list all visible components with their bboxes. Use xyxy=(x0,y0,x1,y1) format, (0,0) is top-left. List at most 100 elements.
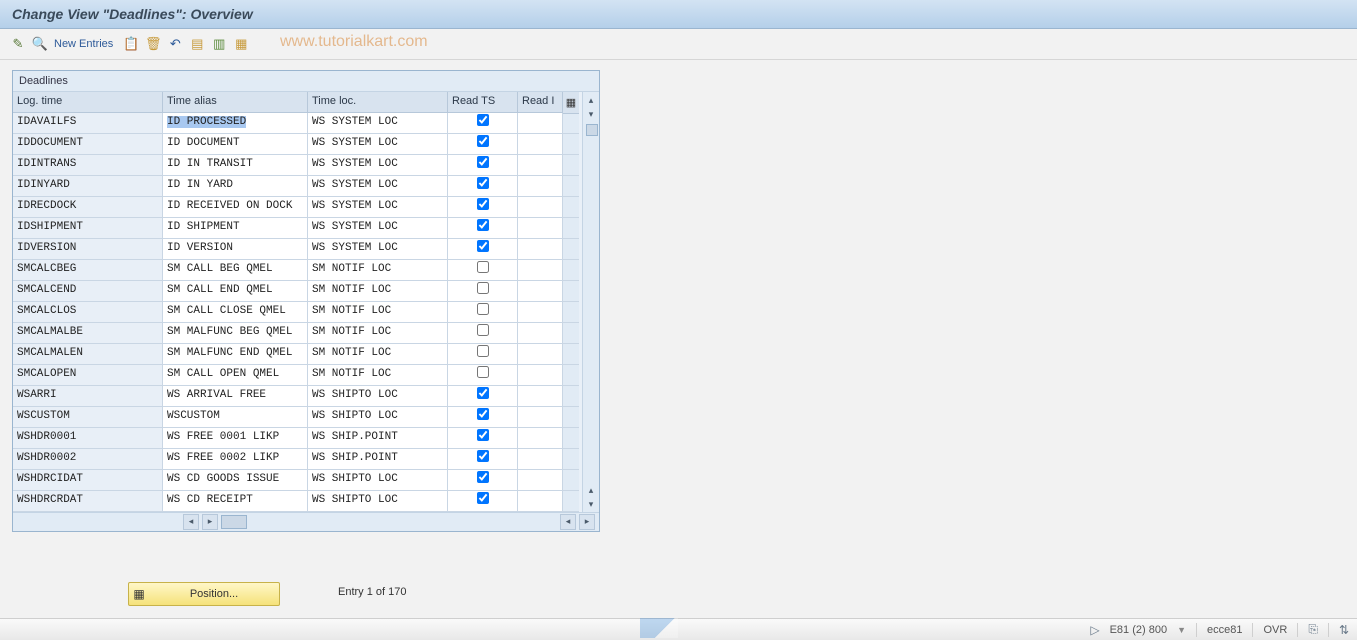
read-i-cell[interactable] xyxy=(518,470,563,491)
hscroll-left2-icon[interactable]: ◂ xyxy=(560,514,576,530)
time-alias-cell[interactable]: SM CALL CLOSE QMEL xyxy=(163,302,308,323)
time-alias-cell[interactable]: ID SHIPMENT xyxy=(163,218,308,239)
table-row[interactable]: IDINYARDID IN YARDWS SYSTEM LOC xyxy=(13,176,582,197)
read-i-cell[interactable] xyxy=(518,197,563,218)
read-i-cell[interactable] xyxy=(518,113,563,134)
table-row[interactable]: WSHDRCIDATWS CD GOODS ISSUEWS SHIPTO LOC xyxy=(13,470,582,491)
time-alias-cell[interactable]: ID VERSION xyxy=(163,239,308,260)
time-alias-cell[interactable]: SM MALFUNC BEG QMEL xyxy=(163,323,308,344)
read-ts-cell[interactable] xyxy=(448,239,518,260)
read-i-cell[interactable] xyxy=(518,302,563,323)
undo-icon[interactable]: ↶ xyxy=(167,36,183,52)
time-loc-cell[interactable]: WS SHIP.POINT xyxy=(308,428,448,449)
read-ts-cell[interactable] xyxy=(448,197,518,218)
copy-icon[interactable]: 📋 xyxy=(123,36,139,52)
scroll-down2-icon[interactable]: ▾ xyxy=(585,498,597,510)
read-ts-checkbox[interactable] xyxy=(477,387,489,399)
time-alias-cell[interactable]: WS CD RECEIPT xyxy=(163,491,308,512)
time-loc-cell[interactable]: WS SHIPTO LOC xyxy=(308,470,448,491)
time-alias-cell[interactable]: SM CALL OPEN QMEL xyxy=(163,365,308,386)
read-ts-checkbox[interactable] xyxy=(477,450,489,462)
read-ts-checkbox[interactable] xyxy=(477,408,489,420)
time-alias-cell[interactable]: WSCUSTOM xyxy=(163,407,308,428)
delete-icon[interactable]: 🗑 xyxy=(145,36,161,52)
time-loc-cell[interactable]: WS SHIP.POINT xyxy=(308,449,448,470)
table-settings-icon[interactable]: ▦ xyxy=(233,36,249,52)
table-row[interactable]: SMCALCENDSM CALL END QMELSM NOTIF LOC xyxy=(13,281,582,302)
time-loc-cell[interactable]: WS SYSTEM LOC xyxy=(308,239,448,260)
time-alias-cell[interactable]: ID PROCESSED xyxy=(163,113,308,134)
read-i-cell[interactable] xyxy=(518,134,563,155)
read-i-cell[interactable] xyxy=(518,365,563,386)
table-row[interactable]: SMCALOPENSM CALL OPEN QMELSM NOTIF LOC xyxy=(13,365,582,386)
read-ts-checkbox[interactable] xyxy=(477,219,489,231)
time-loc-cell[interactable]: SM NOTIF LOC xyxy=(308,260,448,281)
column-config-icon[interactable]: ▦ xyxy=(563,92,579,114)
select-all-icon[interactable]: ▤ xyxy=(189,36,205,52)
read-ts-cell[interactable] xyxy=(448,134,518,155)
display-change-icon[interactable]: ✎ xyxy=(10,36,26,52)
time-loc-cell[interactable]: SM NOTIF LOC xyxy=(308,344,448,365)
time-loc-cell[interactable]: WS SYSTEM LOC xyxy=(308,113,448,134)
read-ts-cell[interactable] xyxy=(448,449,518,470)
column-header[interactable]: Log. time xyxy=(13,92,163,113)
scroll-up2-icon[interactable]: ▴ xyxy=(585,484,597,496)
time-alias-cell[interactable]: ID DOCUMENT xyxy=(163,134,308,155)
time-alias-cell[interactable]: ID IN TRANSIT xyxy=(163,155,308,176)
read-i-cell[interactable] xyxy=(518,344,563,365)
table-row[interactable]: SMCALMALENSM MALFUNC END QMELSM NOTIF LO… xyxy=(13,344,582,365)
column-header[interactable]: Time loc. xyxy=(308,92,448,113)
hscroll-thumb[interactable] xyxy=(221,515,247,529)
time-loc-cell[interactable]: WS SYSTEM LOC xyxy=(308,218,448,239)
read-ts-checkbox[interactable] xyxy=(477,240,489,252)
table-row[interactable]: IDVERSIONID VERSIONWS SYSTEM LOC xyxy=(13,239,582,260)
table-row[interactable]: IDDOCUMENTID DOCUMENTWS SYSTEM LOC xyxy=(13,134,582,155)
column-header[interactable]: Read TS xyxy=(448,92,518,113)
vertical-scrollbar[interactable]: ▴ ▾ ▴ ▾ xyxy=(582,92,599,512)
read-i-cell[interactable] xyxy=(518,428,563,449)
hscroll-left-icon[interactable]: ◂ xyxy=(183,514,199,530)
read-i-cell[interactable] xyxy=(518,260,563,281)
time-alias-cell[interactable]: SM CALL END QMEL xyxy=(163,281,308,302)
table-row[interactable]: IDRECDOCKID RECEIVED ON DOCKWS SYSTEM LO… xyxy=(13,197,582,218)
dropdown-icon[interactable]: ▼ xyxy=(1177,625,1186,635)
column-header[interactable]: Time alias xyxy=(163,92,308,113)
new-entries-button[interactable]: New Entries xyxy=(54,38,113,50)
time-loc-cell[interactable]: SM NOTIF LOC xyxy=(308,323,448,344)
position-button[interactable]: ▦ Position... xyxy=(128,582,280,606)
read-ts-checkbox[interactable] xyxy=(477,135,489,147)
read-ts-cell[interactable] xyxy=(448,491,518,512)
read-ts-checkbox[interactable] xyxy=(477,324,489,336)
read-ts-cell[interactable] xyxy=(448,470,518,491)
read-i-cell[interactable] xyxy=(518,491,563,512)
read-i-cell[interactable] xyxy=(518,239,563,260)
read-ts-checkbox[interactable] xyxy=(477,345,489,357)
time-alias-cell[interactable]: SM CALL BEG QMEL xyxy=(163,260,308,281)
read-i-cell[interactable] xyxy=(518,449,563,470)
scroll-down-icon[interactable]: ▾ xyxy=(585,108,597,120)
read-ts-cell[interactable] xyxy=(448,365,518,386)
table-row[interactable]: WSHDRCRDATWS CD RECEIPTWS SHIPTO LOC xyxy=(13,491,582,512)
table-row[interactable]: SMCALCLOSSM CALL CLOSE QMELSM NOTIF LOC xyxy=(13,302,582,323)
time-alias-cell[interactable]: ID RECEIVED ON DOCK xyxy=(163,197,308,218)
read-i-cell[interactable] xyxy=(518,407,563,428)
read-ts-checkbox[interactable] xyxy=(477,177,489,189)
table-row[interactable]: WSHDR0001WS FREE 0001 LIKPWS SHIP.POINT xyxy=(13,428,582,449)
read-ts-checkbox[interactable] xyxy=(477,492,489,504)
read-ts-cell[interactable] xyxy=(448,155,518,176)
table-row[interactable]: SMCALCBEGSM CALL BEG QMELSM NOTIF LOC xyxy=(13,260,582,281)
read-ts-cell[interactable] xyxy=(448,407,518,428)
read-ts-cell[interactable] xyxy=(448,428,518,449)
time-loc-cell[interactable]: WS SHIPTO LOC xyxy=(308,407,448,428)
table-row[interactable]: WSCUSTOMWSCUSTOMWS SHIPTO LOC xyxy=(13,407,582,428)
read-i-cell[interactable] xyxy=(518,155,563,176)
read-ts-cell[interactable] xyxy=(448,302,518,323)
read-ts-cell[interactable] xyxy=(448,113,518,134)
read-i-cell[interactable] xyxy=(518,386,563,407)
read-ts-checkbox[interactable] xyxy=(477,429,489,441)
column-header[interactable]: Read I xyxy=(518,92,563,113)
read-ts-cell[interactable] xyxy=(448,344,518,365)
read-ts-cell[interactable] xyxy=(448,386,518,407)
read-ts-cell[interactable] xyxy=(448,260,518,281)
read-ts-checkbox[interactable] xyxy=(477,156,489,168)
